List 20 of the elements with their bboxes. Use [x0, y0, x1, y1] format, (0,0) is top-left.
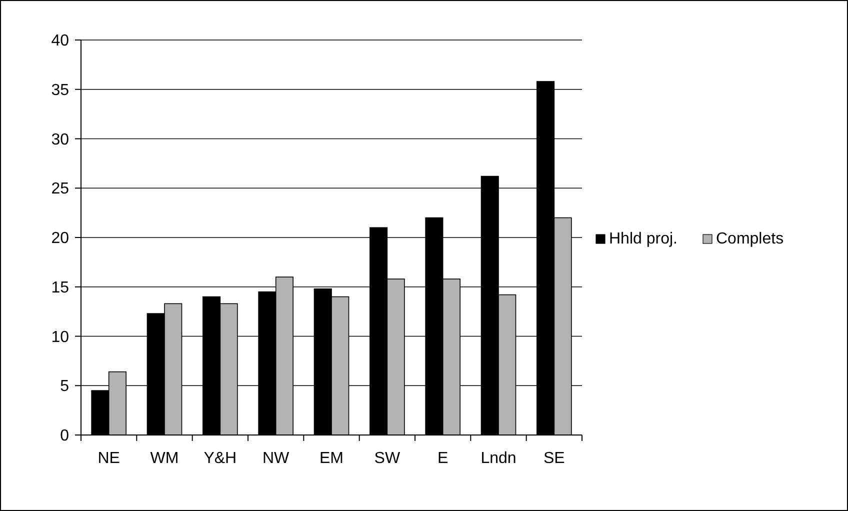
y-tick-label: 40 — [51, 32, 70, 50]
x-tick-label: SE — [543, 450, 565, 467]
y-tick-label: 20 — [51, 230, 70, 248]
y-tick-label: 0 — [60, 428, 70, 445]
y-tick-label: 35 — [51, 82, 70, 99]
x-tick-label: EM — [320, 450, 344, 467]
legend-label: Hhld proj. — [609, 230, 678, 248]
x-tick-label: NW — [262, 450, 290, 467]
x-tick-label: Lndn — [480, 450, 516, 467]
y-tick-label: 30 — [51, 131, 70, 148]
legend-label: Complets — [716, 230, 784, 248]
y-tick-label: 5 — [60, 378, 70, 396]
x-tick-label: SW — [374, 450, 401, 467]
y-tick-label: 10 — [51, 328, 70, 346]
y-tick-label: 25 — [51, 180, 70, 198]
x-tick-label: NE — [98, 450, 120, 467]
x-tick-label: Y&H — [204, 450, 237, 467]
x-tick-label: E — [437, 450, 448, 467]
y-tick-label: 15 — [51, 279, 70, 296]
x-tick-label: WM — [150, 450, 179, 467]
